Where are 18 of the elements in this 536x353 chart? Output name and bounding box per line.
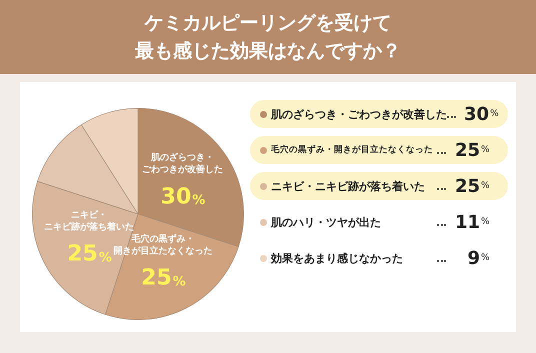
legend-label: 肌のハリ・ツヤが出た (271, 214, 382, 230)
legend-label: ニキビ・ニキビ跡が落ち着いた (271, 178, 426, 194)
chart-title: ケミカルピーリングを受けて (143, 11, 392, 36)
slice-label: 毛穴の黒ずみ・開きが目立たなくなった (113, 233, 212, 256)
data-label: 11% (454, 212, 491, 232)
data-label: 25% (141, 266, 186, 291)
legend-label: 効果をあまり感じなかった (271, 250, 404, 266)
data-label: 25% (67, 242, 112, 267)
data-label: 9% (466, 248, 491, 268)
legend-label: 毛穴の黒ずみ・開きが目立たなくなった (271, 144, 434, 156)
legend-label: 肌のざらつき・ごわつきが改善した (271, 106, 447, 122)
text: 25% (454, 140, 490, 160)
slice-label: ニキビ・ニキビ跡が落ち着いた (44, 209, 134, 232)
data-label: 30% (160, 184, 206, 210)
text: 25% (454, 176, 490, 196)
text: 30% (464, 104, 499, 124)
slice-label: 肌のざらつき・ごわつきが改善した (142, 152, 223, 176)
chart-subtitle: 最も感じた効果はなんですか？ (134, 39, 402, 64)
